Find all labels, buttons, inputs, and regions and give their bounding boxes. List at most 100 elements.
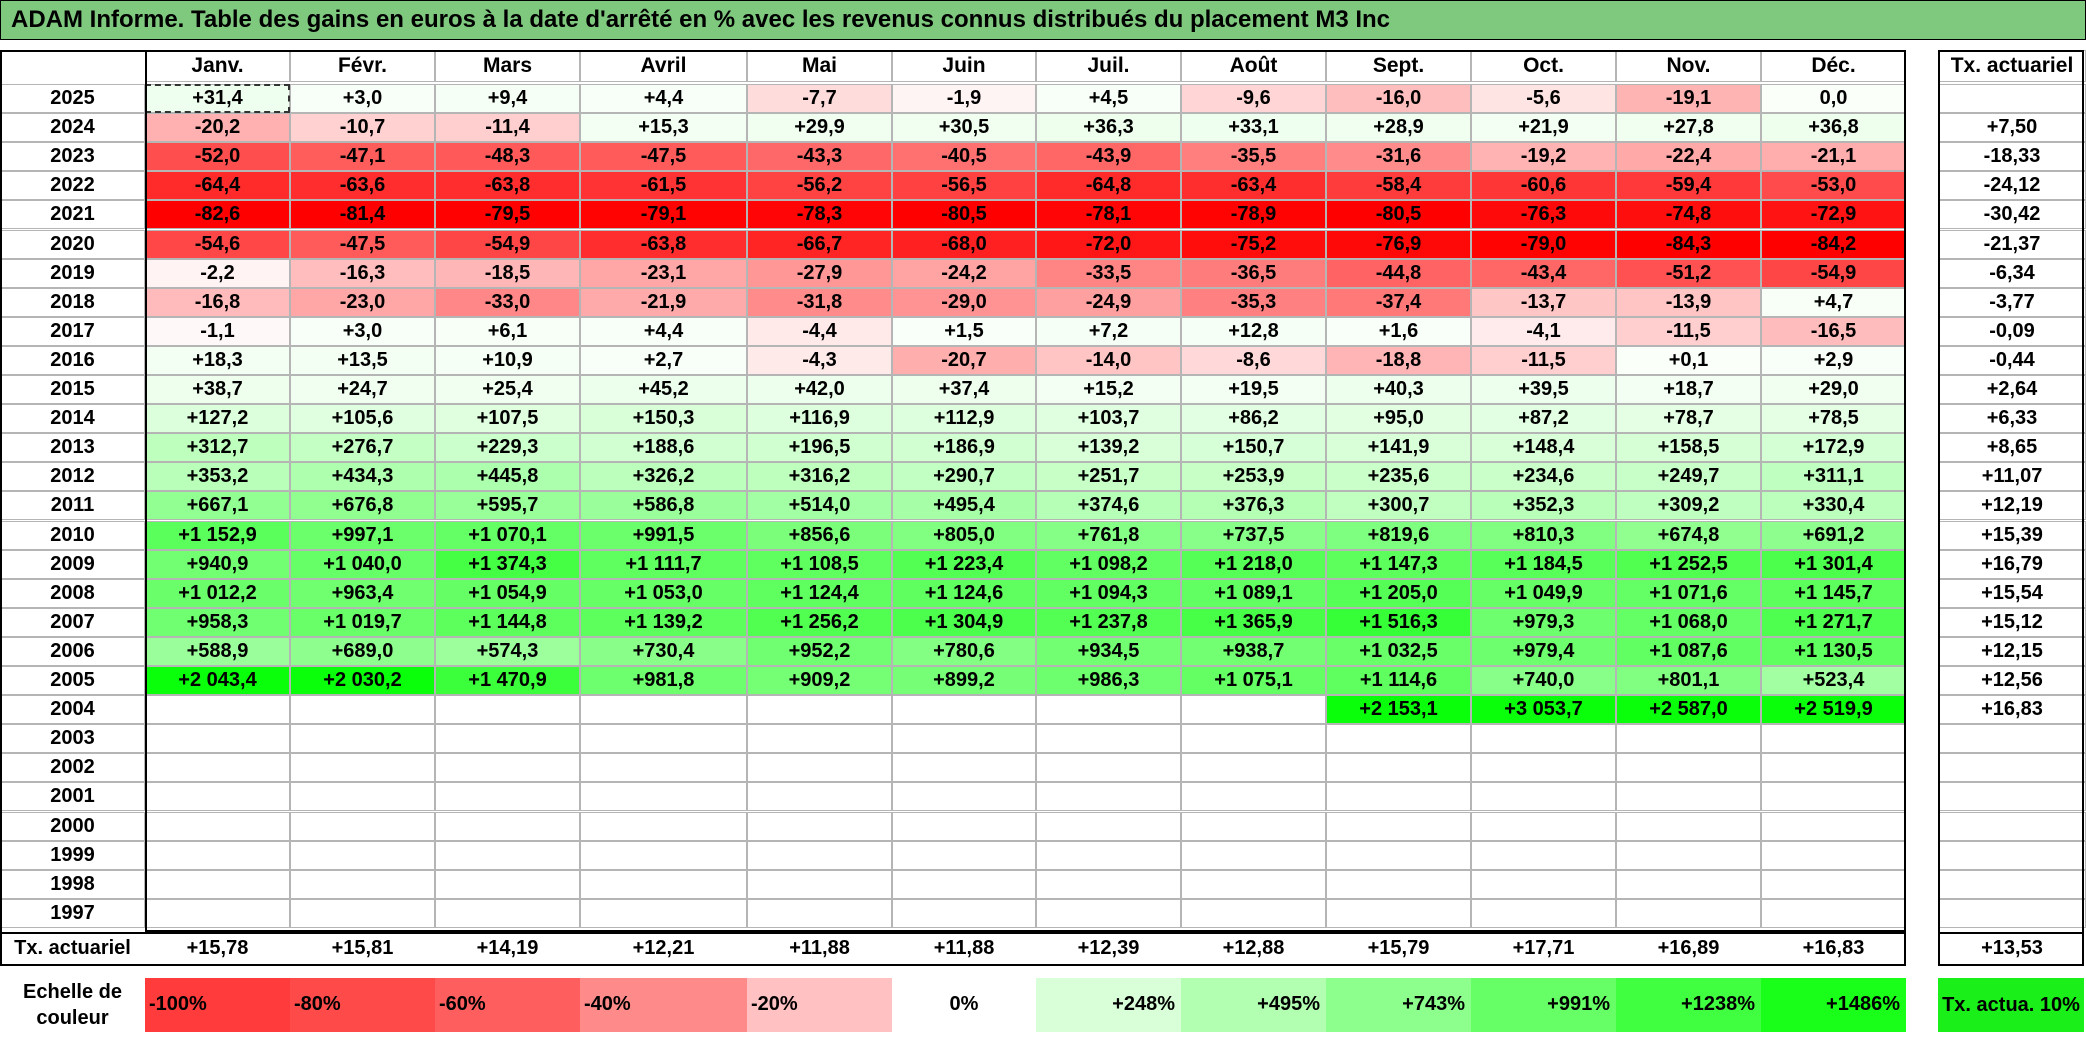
table-cell: +1 256,2 [747,607,892,637]
table-cell: -54,6 [145,229,290,259]
table-cell: +1 098,2 [1036,549,1181,579]
row-year: 2007 [0,607,145,637]
table-cell [747,782,892,812]
footer-label: Tx. actuariel [14,937,131,960]
table-cell: +9,4 [435,84,580,114]
table-cell: +3,0 [290,316,435,346]
table-cell [1326,724,1471,754]
table-cell [435,869,580,899]
table-cell [435,811,580,841]
table-cell: +235,6 [1326,462,1471,492]
table-cell: -82,6 [145,200,290,230]
table-cell: -8,6 [1181,345,1326,375]
table-cell: +2 030,2 [290,666,435,696]
legend-swatch: +1486% [1761,977,1906,1032]
table-cell: +934,5 [1036,636,1181,666]
table-cell: +78,5 [1761,404,1906,434]
table-cell: -1,1 [145,316,290,346]
table-cell: +150,7 [1181,433,1326,463]
table-cell: +196,5 [747,433,892,463]
table-cell [1326,898,1471,928]
table-cell: +2,7 [580,345,747,375]
table-cell: -47,5 [580,142,747,172]
table-cell: +856,6 [747,520,892,550]
table-cell [747,898,892,928]
table-cell: +1 075,1 [1181,666,1326,696]
table-cell: +1 144,8 [435,607,580,637]
table-cell: +1 304,9 [892,607,1036,637]
table-cell [580,753,747,783]
table-cell: +188,6 [580,433,747,463]
table-cell: +780,6 [892,636,1036,666]
table-cell [435,753,580,783]
table-cell: +95,0 [1326,404,1471,434]
row-year: 2008 [0,578,145,608]
table-cell: -33,5 [1036,258,1181,288]
footer-rate: +12,39 [1077,937,1140,960]
month-header: Oct. [1471,50,1616,82]
table-cell [747,695,892,725]
table-cell: +1 252,5 [1616,549,1761,579]
footer-rate: +15,81 [331,937,394,960]
table-cell: +737,5 [1181,520,1326,550]
table-cell: -63,4 [1181,171,1326,201]
table-cell [892,869,1036,899]
table-cell [1181,869,1326,899]
month-header: Août [1181,50,1326,82]
table-cell: +2 153,1 [1326,695,1471,725]
legend-swatch: -20% [747,977,892,1032]
table-cell [1181,782,1326,812]
table-cell: +3 053,7 [1471,695,1616,725]
table-cell [435,724,580,754]
month-header: Mai [747,50,892,82]
table-cell [1471,869,1616,899]
row-rate: +15,12 [1938,607,2086,637]
table-cell: +801,1 [1616,666,1761,696]
table-cell: +1 068,0 [1616,607,1761,637]
table-cell: -84,3 [1616,229,1761,259]
table-cell: +10,9 [435,345,580,375]
legend-swatch: -60% [435,977,580,1032]
table-cell [1036,782,1181,812]
table-cell: -43,4 [1471,258,1616,288]
table-cell [435,782,580,812]
table-cell [145,840,290,870]
table-cell [290,898,435,928]
table-cell [1326,782,1471,812]
table-cell: +352,3 [1471,491,1616,521]
table-cell [290,811,435,841]
table-cell: +1 114,6 [1326,666,1471,696]
table-cell: -47,1 [290,142,435,172]
footer-rate: +12,21 [632,937,695,960]
table-cell: -64,8 [1036,171,1181,201]
table-cell [145,724,290,754]
table-cell: +4,4 [580,316,747,346]
table-cell [1326,753,1471,783]
table-cell: -27,9 [747,258,892,288]
table-cell [145,869,290,899]
table-cell [1036,869,1181,899]
table-cell: -40,5 [892,142,1036,172]
row-rate: -0,09 [1938,316,2086,346]
table-cell: -78,1 [1036,200,1181,230]
table-cell [435,840,580,870]
table-cell: +997,1 [290,520,435,550]
table-cell: +30,5 [892,113,1036,143]
table-cell: +105,6 [290,404,435,434]
table-cell: +31,4 [145,84,290,114]
table-cell: +991,5 [580,520,747,550]
table-cell [892,724,1036,754]
table-cell: -79,0 [1471,229,1616,259]
table-cell: +667,1 [145,491,290,521]
table-cell: -16,5 [1761,316,1906,346]
table-cell: +4,7 [1761,287,1906,317]
table-cell [145,898,290,928]
table-cell: +740,0 [1471,666,1616,696]
row-rate: +16,83 [1938,695,2086,725]
footer-rate: +12,88 [1222,937,1285,960]
table-cell [580,840,747,870]
footer-rate: +14,19 [476,937,539,960]
table-cell: -11,5 [1471,345,1616,375]
table-cell [1036,898,1181,928]
